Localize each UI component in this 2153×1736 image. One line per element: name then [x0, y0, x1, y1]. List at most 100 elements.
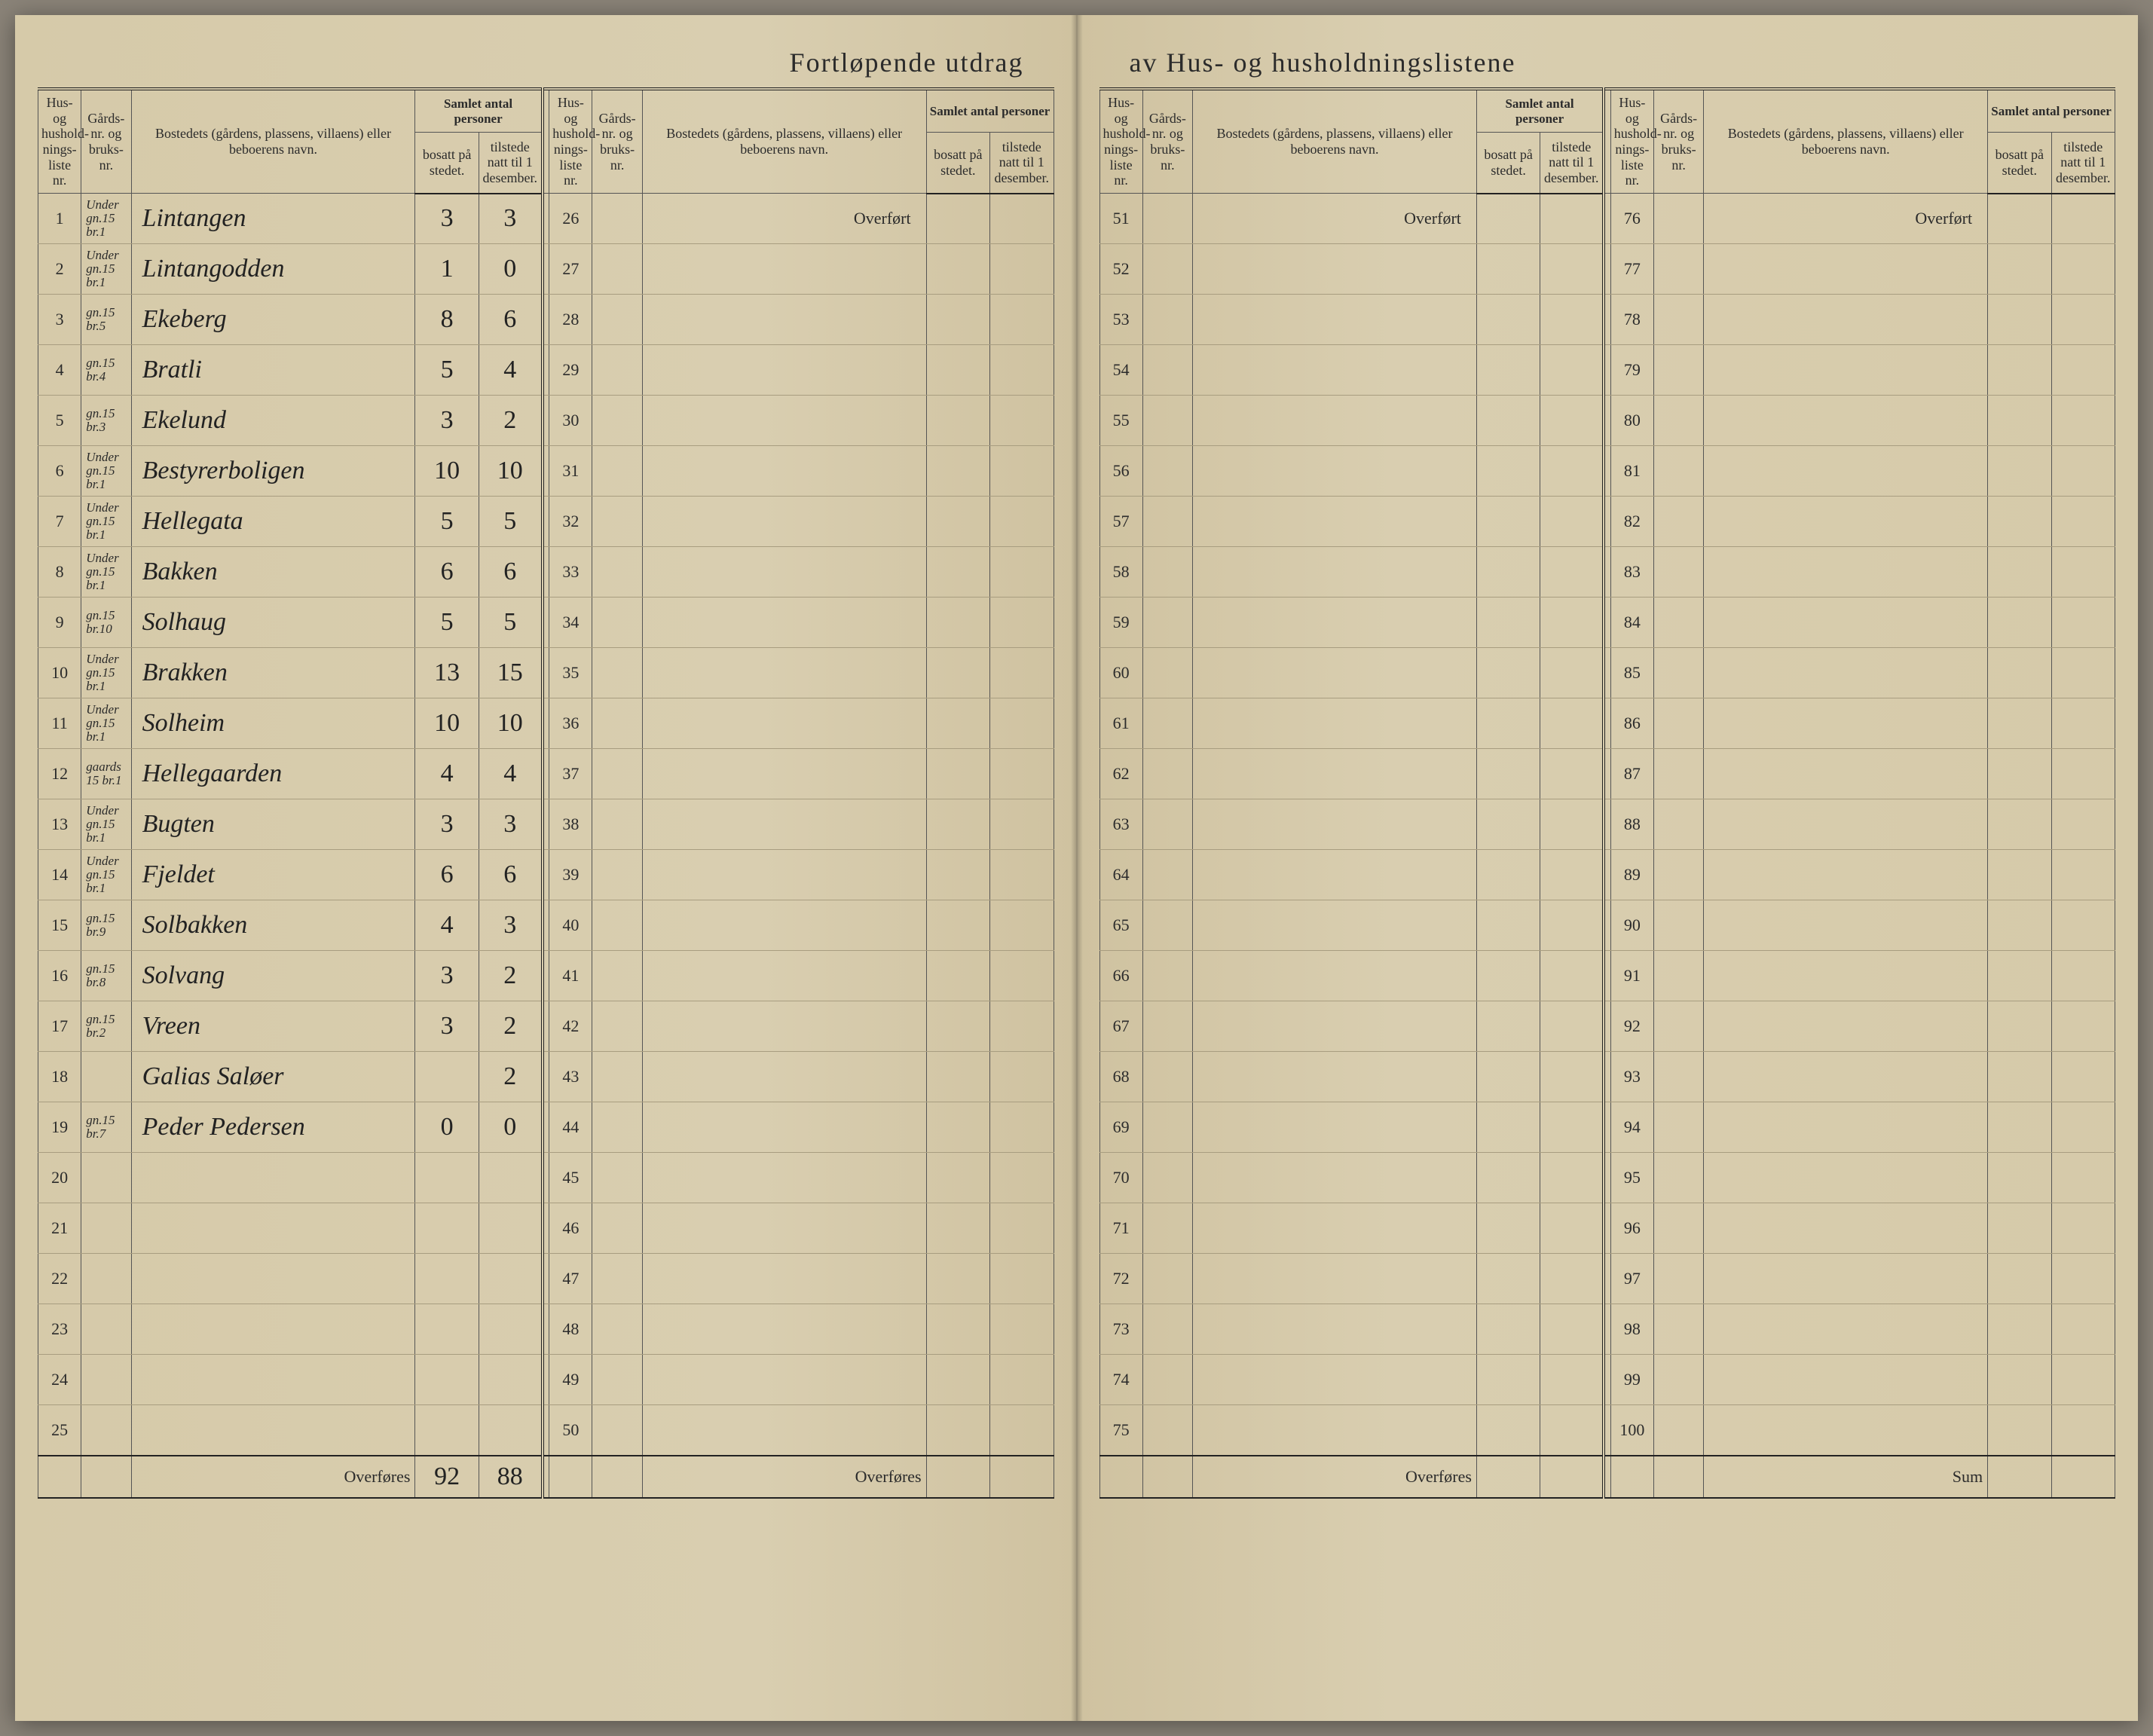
- bosatt-cell: [926, 1153, 989, 1203]
- tilstede-cell: [990, 598, 1054, 648]
- row-number: 89: [1610, 850, 1653, 900]
- tilstede-cell: [990, 1102, 1054, 1153]
- bosatt-cell: [1476, 396, 1540, 446]
- row-number: 31: [549, 446, 592, 497]
- navn-cell: [642, 900, 926, 951]
- navn-cell: Bugten: [131, 799, 415, 850]
- bosatt-cell: [1988, 749, 2051, 799]
- gard-cell: [1142, 1254, 1192, 1304]
- row-number: 2: [38, 244, 81, 295]
- navn-cell: [1193, 547, 1477, 598]
- gard-cell: [592, 396, 642, 446]
- navn-cell: [1193, 900, 1477, 951]
- gard-cell: Under gn.15 br.1: [81, 446, 131, 497]
- tilstede-cell: [2051, 1102, 2115, 1153]
- footer-tilstede: 88: [479, 1456, 542, 1498]
- bosatt-cell: [926, 194, 989, 244]
- navn-cell: [642, 1304, 926, 1355]
- tilstede-cell: 4: [479, 749, 542, 799]
- gard-cell: [1653, 1001, 1703, 1052]
- th-liste: Hus- og hushold-nings-liste nr.: [1610, 89, 1653, 194]
- table-row: 54 79: [1099, 345, 2115, 396]
- row-number: 76: [1610, 194, 1653, 244]
- th-gard: Gårds-nr. og bruks-nr.: [592, 89, 642, 194]
- overfores-label: Sum: [1704, 1456, 1988, 1498]
- bosatt-cell: [1988, 194, 2051, 244]
- table-row: 25 50: [38, 1405, 1054, 1456]
- bosatt-cell: 6: [415, 547, 479, 598]
- row-number: 20: [38, 1153, 81, 1203]
- row-number: 13: [38, 799, 81, 850]
- bosatt-cell: [1476, 648, 1540, 698]
- navn-cell: [1193, 850, 1477, 900]
- tilstede-cell: [479, 1405, 542, 1456]
- overfort-label: Overført: [642, 194, 926, 244]
- gard-cell: [1653, 244, 1703, 295]
- table-row: 56 81: [1099, 446, 2115, 497]
- tilstede-cell: 2: [479, 1001, 542, 1052]
- navn-cell: [642, 446, 926, 497]
- table-row: 71 96: [1099, 1203, 2115, 1254]
- row-number: 88: [1610, 799, 1653, 850]
- table-row: 6 Under gn.15 br.1 Bestyrerboligen 10 10…: [38, 446, 1054, 497]
- gard-cell: [1653, 648, 1703, 698]
- gard-cell: [1653, 799, 1703, 850]
- bosatt-cell: [926, 1254, 989, 1304]
- row-number: 18: [38, 1052, 81, 1102]
- row-number: 8: [38, 547, 81, 598]
- navn-cell: [1704, 1052, 1988, 1102]
- row-number: 32: [549, 497, 592, 547]
- bosatt-cell: [1476, 951, 1540, 1001]
- navn-cell: [642, 1001, 926, 1052]
- bosatt-cell: [1988, 1102, 2051, 1153]
- row-number: 77: [1610, 244, 1653, 295]
- row-number: 87: [1610, 749, 1653, 799]
- tilstede-cell: [1540, 295, 1604, 345]
- bosatt-cell: [926, 1001, 989, 1052]
- tilstede-cell: [990, 1203, 1054, 1254]
- navn-cell: [642, 547, 926, 598]
- table-row: 66 91: [1099, 951, 2115, 1001]
- tilstede-cell: [990, 295, 1054, 345]
- tilstede-cell: [990, 396, 1054, 446]
- navn-cell: Hellegaarden: [131, 749, 415, 799]
- gard-cell: [592, 951, 642, 1001]
- row-number: 70: [1099, 1153, 1142, 1203]
- row-number: 53: [1099, 295, 1142, 345]
- tilstede-cell: [2051, 1203, 2115, 1254]
- navn-cell: [1704, 648, 1988, 698]
- gard-cell: [592, 547, 642, 598]
- bosatt-cell: [1476, 1304, 1540, 1355]
- tilstede-cell: [2051, 1052, 2115, 1102]
- navn-cell: [1704, 1304, 1988, 1355]
- table-row: 57 82: [1099, 497, 2115, 547]
- tilstede-cell: [990, 547, 1054, 598]
- tilstede-cell: [990, 1052, 1054, 1102]
- row-number: 22: [38, 1254, 81, 1304]
- navn-cell: [1704, 446, 1988, 497]
- tilstede-cell: [990, 1153, 1054, 1203]
- bosatt-cell: 6: [415, 850, 479, 900]
- navn-cell: [1704, 749, 1988, 799]
- table-row: 13 Under gn.15 br.1 Bugten 3 3 38: [38, 799, 1054, 850]
- tilstede-cell: [2051, 648, 2115, 698]
- row-number: 65: [1099, 900, 1142, 951]
- navn-cell: [1704, 1153, 1988, 1203]
- row-number: 83: [1610, 547, 1653, 598]
- bosatt-cell: [415, 1052, 479, 1102]
- row-number: 67: [1099, 1001, 1142, 1052]
- navn-cell: [642, 1405, 926, 1456]
- ledger-body-right: 51 Overført 76 Overført 52 77 53: [1099, 194, 2115, 1498]
- footer-bosatt: [1988, 1456, 2051, 1498]
- row-number: 33: [549, 547, 592, 598]
- bosatt-cell: [1476, 900, 1540, 951]
- row-number: 14: [38, 850, 81, 900]
- tilstede-cell: 6: [479, 850, 542, 900]
- gard-cell: [1653, 1203, 1703, 1254]
- bosatt-cell: [1476, 1102, 1540, 1153]
- row-number: 29: [549, 345, 592, 396]
- gard-cell: [592, 1304, 642, 1355]
- bosatt-cell: 13: [415, 648, 479, 698]
- table-row: 74 99: [1099, 1355, 2115, 1405]
- table-row: 53 78: [1099, 295, 2115, 345]
